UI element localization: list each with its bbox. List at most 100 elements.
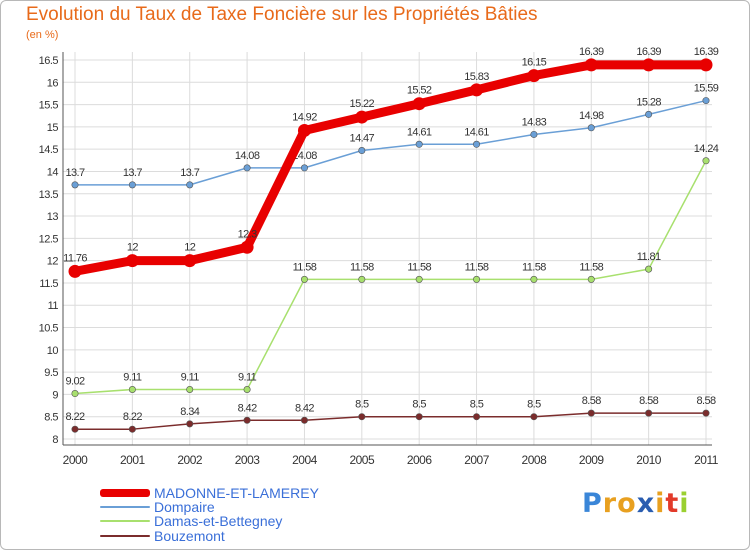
- data-label: 11.58: [522, 261, 546, 273]
- data-label: 8.22: [123, 411, 142, 423]
- data-label: 14.61: [407, 126, 432, 138]
- data-label: 11.58: [465, 261, 489, 273]
- data-point: [527, 69, 541, 83]
- y-tick-label: 15: [47, 122, 59, 134]
- data-point: [128, 386, 136, 394]
- data-label: 16.39: [579, 46, 604, 58]
- data-label: 11.76: [63, 252, 87, 264]
- legend-swatch: [100, 489, 150, 497]
- data-label: 8.58: [696, 395, 715, 407]
- data-label: 14.08: [235, 150, 260, 162]
- data-point: [358, 413, 366, 421]
- data-point: [587, 275, 595, 283]
- data-point: [128, 181, 136, 189]
- x-tick-label: 2011: [694, 453, 719, 467]
- data-label: 15.52: [407, 85, 432, 97]
- y-tick-label: 16.5: [39, 55, 59, 67]
- data-label: 16.39: [636, 46, 661, 58]
- logo-letter: r: [602, 488, 618, 519]
- data-point: [645, 110, 653, 118]
- data-point: [128, 425, 136, 433]
- x-tick-label: 2009: [579, 453, 605, 467]
- data-label: 12.3: [238, 228, 257, 240]
- data-point: [584, 58, 598, 72]
- data-label: 11.58: [293, 261, 317, 273]
- legend-label: Damas-et-Bettegney: [154, 513, 283, 529]
- data-point: [415, 275, 423, 283]
- data-label: 8.5: [412, 399, 426, 411]
- data-label: 9.11: [238, 372, 257, 384]
- y-tick-label: 9: [52, 389, 58, 401]
- data-point: [300, 416, 308, 424]
- data-point: [71, 425, 79, 433]
- data-point: [530, 130, 538, 138]
- x-tick-label: 2005: [349, 453, 375, 467]
- data-label: 14.08: [292, 150, 317, 162]
- data-point: [240, 240, 254, 254]
- y-tick-label: 14.5: [39, 144, 59, 156]
- data-label: 11.81: [637, 251, 661, 263]
- data-label: 11.58: [350, 261, 374, 273]
- data-point: [642, 58, 656, 72]
- x-tick-label: 2001: [120, 453, 146, 467]
- data-point: [530, 413, 538, 421]
- legend-label: Dompaire: [154, 499, 215, 515]
- logo-letter: t: [665, 488, 680, 519]
- data-label: 11.58: [407, 261, 431, 273]
- legend-label: Bouzemont: [154, 528, 225, 544]
- data-point: [473, 275, 481, 283]
- x-tick-label: 2007: [464, 453, 490, 467]
- data-point: [300, 275, 308, 283]
- data-label: 9.11: [123, 372, 142, 384]
- y-tick-label: 13.5: [39, 189, 59, 201]
- data-point: [587, 124, 595, 132]
- y-tick-label: 12: [47, 256, 59, 268]
- data-point: [473, 140, 481, 148]
- y-tick-label: 10: [47, 345, 59, 357]
- data-label: 16.39: [694, 46, 719, 58]
- data-label: 8.5: [355, 399, 369, 411]
- data-point: [125, 254, 139, 268]
- x-tick-label: 2003: [235, 453, 261, 467]
- data-point: [470, 83, 484, 97]
- data-label: 13.7: [180, 167, 199, 179]
- x-tick-label: 2010: [636, 453, 662, 467]
- data-point: [415, 140, 423, 148]
- data-point: [415, 413, 423, 421]
- data-label: 8.58: [582, 395, 601, 407]
- y-tick-label: 16: [47, 77, 59, 89]
- y-axis-unit-label: (en %): [26, 29, 59, 41]
- x-tick-label: 2004: [292, 453, 318, 467]
- data-point: [71, 181, 79, 189]
- legend-label: MADONNE-ET-LAMEREY: [154, 485, 319, 501]
- series-line-1: [74, 99, 707, 186]
- data-label: 8.22: [65, 411, 84, 423]
- data-point: [71, 390, 79, 398]
- data-label: 13.7: [65, 167, 84, 179]
- y-tick-label: 11: [48, 300, 59, 312]
- data-label: 13.7: [123, 167, 142, 179]
- data-point: [186, 420, 194, 428]
- data-label: 15.28: [636, 96, 661, 108]
- data-point: [68, 264, 82, 278]
- data-point: [530, 275, 538, 283]
- x-tick-label: 2000: [63, 453, 89, 467]
- y-tick-label: 12.5: [39, 233, 59, 245]
- legend-swatch: [100, 535, 150, 537]
- y-tick-label: 10.5: [39, 323, 59, 335]
- data-point: [358, 275, 366, 283]
- data-point: [699, 58, 713, 72]
- data-label: 9.11: [181, 372, 200, 384]
- x-tick-label: 2006: [407, 453, 433, 467]
- data-point: [702, 97, 710, 105]
- data-label: 12: [127, 242, 139, 254]
- data-point: [412, 97, 426, 111]
- y-tick-label: 9.5: [44, 367, 58, 379]
- y-tick-label: 15.5: [39, 100, 59, 112]
- data-label: 14.61: [464, 126, 489, 138]
- data-point: [186, 181, 194, 189]
- legend-swatch: [100, 506, 150, 508]
- logo-letter: x: [636, 488, 656, 519]
- logo-letter: o: [617, 488, 637, 519]
